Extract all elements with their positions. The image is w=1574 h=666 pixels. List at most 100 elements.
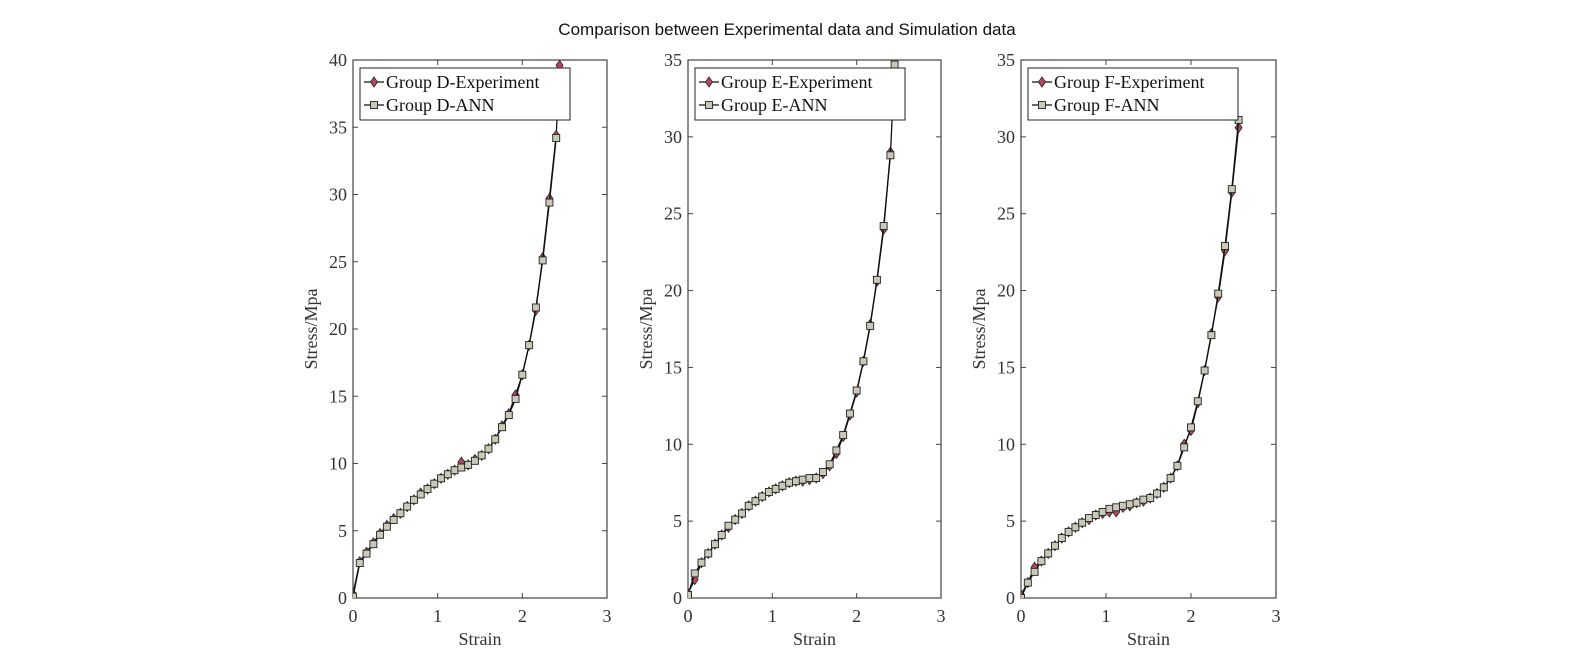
data-point-ann — [1091, 511, 1100, 519]
y-axis-label: Stress/Mpa — [969, 288, 989, 369]
data-point-ann — [1112, 503, 1121, 512]
axes-box — [687, 59, 942, 599]
data-point-ann — [765, 487, 773, 496]
data-point-ann — [845, 409, 854, 418]
data-point-ann — [457, 463, 466, 472]
x-axis-label: Strain — [793, 629, 836, 649]
data-point-experiment — [1234, 121, 1243, 134]
data-point-ann — [416, 490, 425, 499]
y-tick-label: 15 — [664, 357, 682, 377]
data-point-ann — [423, 485, 432, 494]
data-point-ann — [1173, 461, 1182, 470]
data-point-ann — [470, 456, 479, 465]
data-point-ann — [1037, 557, 1046, 566]
figure-title: Comparison between Experimental data and… — [558, 20, 1016, 39]
data-point-ann — [464, 460, 473, 469]
legend-entry: Group D-ANN — [386, 95, 494, 115]
y-tick-label: 25 — [329, 252, 347, 272]
data-point-ann — [697, 558, 706, 567]
data-point-ann — [511, 394, 520, 403]
data-point-ann — [778, 481, 787, 490]
x-tick-label: 0 — [684, 606, 693, 626]
data-point-ann — [704, 549, 713, 558]
y-tick-label: 30 — [664, 127, 682, 147]
data-point-ann — [738, 509, 746, 518]
y-tick-label: 10 — [664, 434, 682, 454]
data-point-ann — [886, 151, 895, 160]
x-tick-label: 1 — [768, 606, 777, 626]
subplot-2: 0 1 2 305101520253035StrainStress/MpaGroup … — [636, 50, 946, 649]
data-point-ann — [389, 516, 398, 524]
x-tick-label: 2 — [852, 606, 861, 626]
legend-box — [694, 67, 906, 121]
data-point-ann — [1214, 289, 1223, 298]
legend-box — [359, 67, 571, 121]
x-tick-label: 0 — [349, 606, 358, 626]
data-point-ann — [1071, 523, 1080, 532]
data-point-ann — [1021, 594, 1025, 598]
data-point-ann — [355, 559, 364, 567]
subplot-1: 0 1 2 30510152025303540StrainStress/MpaGrou… — [301, 50, 612, 649]
data-point-ann — [376, 530, 385, 539]
data-point-ann — [1166, 474, 1175, 483]
legend-entry: Group F-ANN — [1054, 95, 1160, 115]
data-point-ann — [711, 540, 719, 549]
data-point-ann — [491, 435, 500, 444]
data-point-ann — [430, 479, 439, 488]
data-point-ann — [525, 341, 534, 350]
x-axis-label: Strain — [1127, 629, 1170, 649]
data-point-ann — [1057, 534, 1066, 543]
x-tick-label: 3 — [937, 606, 946, 626]
x-tick-label: 0 — [1017, 606, 1026, 626]
data-point-ann — [1153, 489, 1161, 498]
data-point-ann — [859, 357, 868, 366]
y-tick-label: 5 — [673, 511, 682, 531]
series-ann — [353, 134, 561, 598]
data-point-ann — [477, 451, 486, 460]
data-point-ann — [751, 497, 760, 506]
data-point-ann — [1180, 443, 1189, 452]
y-tick-label: 20 — [329, 319, 347, 339]
y-tick-label: 25 — [664, 204, 682, 224]
legend-entry: Group E-Experiment — [721, 72, 872, 92]
legend-entry: Group F-Experiment — [1054, 72, 1204, 92]
series-ann — [688, 60, 899, 598]
data-point-ann — [879, 222, 888, 230]
x-axis-label: Strain — [459, 629, 502, 649]
data-point-ann — [872, 275, 881, 284]
data-point-ann — [1193, 397, 1202, 406]
x-tick-label: 2 — [1187, 606, 1196, 626]
y-tick-label: 35 — [997, 50, 1015, 70]
data-point-ann — [866, 321, 875, 330]
y-tick-label: 10 — [329, 454, 347, 474]
data-point-ann — [825, 460, 834, 469]
data-point-ann — [538, 256, 547, 265]
y-tick-label: 20 — [997, 281, 1015, 301]
legend-marker-diamond-icon — [705, 76, 713, 88]
y-tick-label: 30 — [329, 185, 347, 205]
legend-marker-diamond-icon — [370, 76, 378, 88]
y-tick-label: 15 — [997, 357, 1015, 377]
legend: Group E-Experiment Group E-ANN — [694, 67, 906, 121]
data-point-ann — [798, 475, 807, 484]
data-point-ann — [717, 531, 726, 539]
x-tick-label: 3 — [603, 606, 612, 626]
y-tick-label: 40 — [329, 50, 347, 70]
data-point-ann — [812, 474, 821, 483]
y-tick-label: 35 — [664, 50, 682, 70]
legend-marker-square-icon — [370, 101, 378, 109]
x-tick-label: 1 — [1102, 606, 1111, 626]
data-point-ann — [552, 134, 561, 142]
data-point-ann — [1085, 514, 1093, 523]
data-point-ann — [382, 522, 391, 531]
legend-box — [1027, 67, 1239, 121]
x-tick-label: 2 — [518, 606, 527, 626]
y-tick-label: 20 — [664, 281, 682, 301]
data-point-ann — [1200, 366, 1209, 375]
data-point-ann — [1221, 242, 1229, 250]
y-tick-label: 0 — [673, 588, 682, 608]
data-point-ann — [484, 444, 493, 453]
legend-entry: Group D-Experiment — [386, 72, 539, 92]
legend: Group F-Experiment Group F-ANN — [1027, 67, 1239, 121]
